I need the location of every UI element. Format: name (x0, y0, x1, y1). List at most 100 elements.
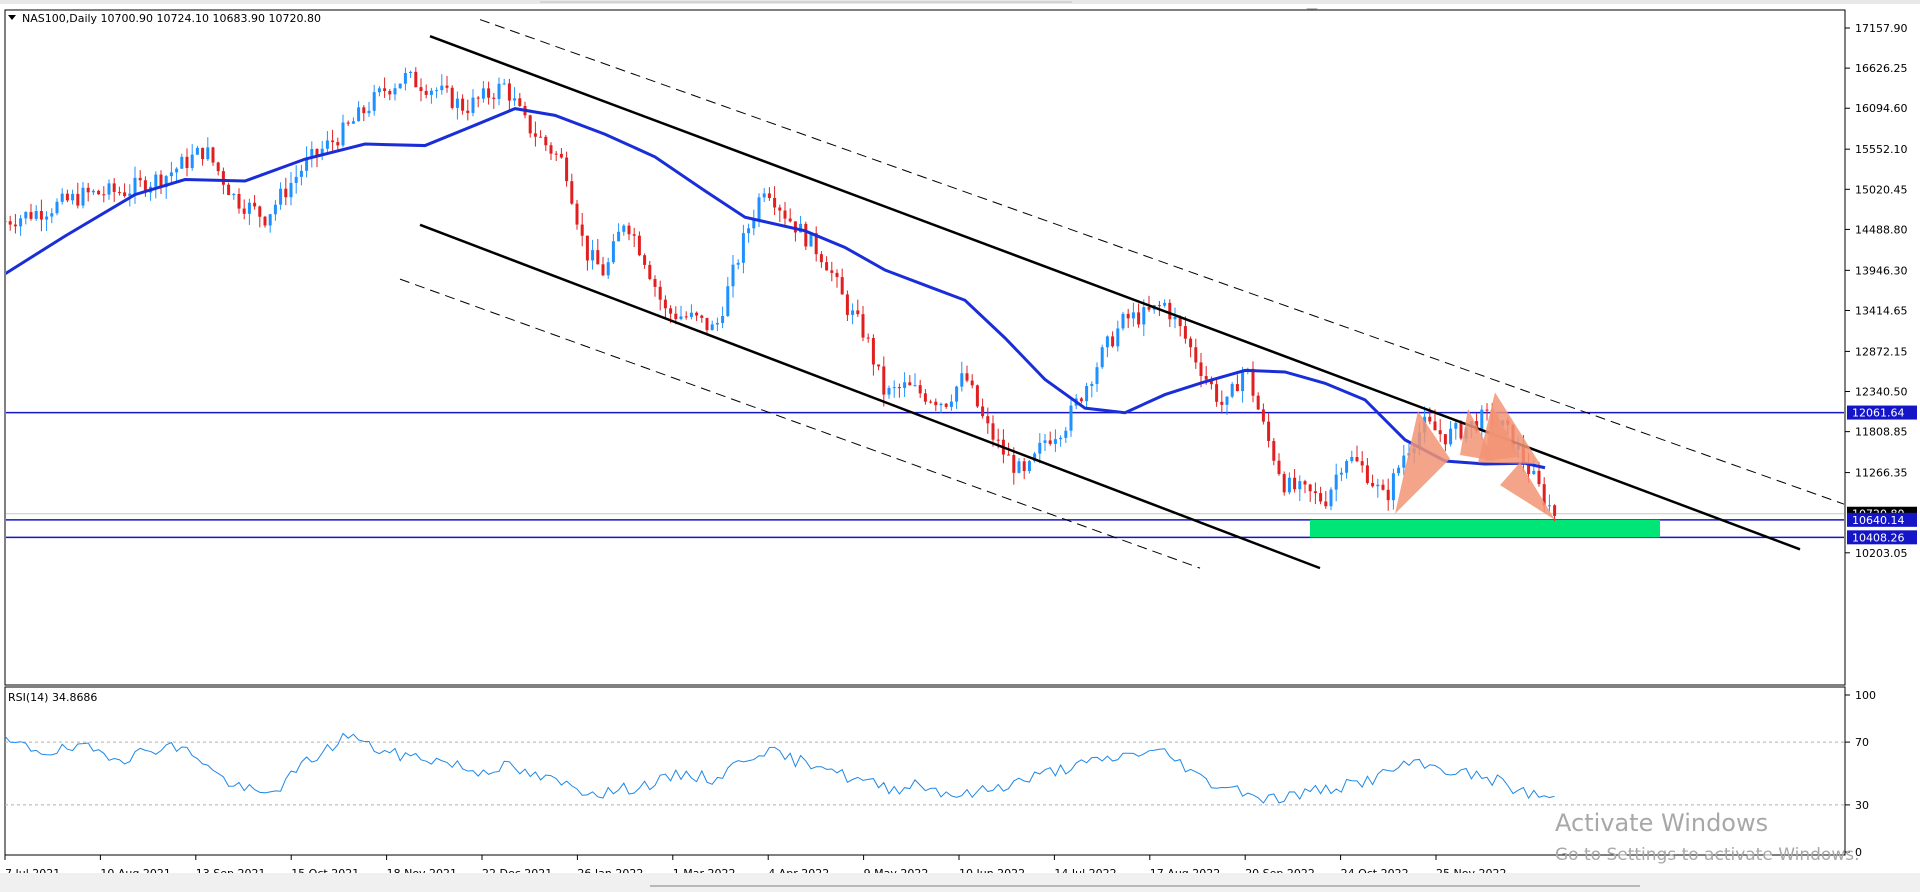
bottom-bar (0, 873, 1920, 892)
candle-bear (970, 380, 974, 386)
candle-bull (320, 148, 324, 156)
candle-bear (559, 153, 563, 158)
candle-bear (908, 382, 912, 386)
candle-bull (955, 386, 959, 402)
candle-bull (372, 92, 376, 111)
candle-bull (887, 387, 891, 395)
candle-bull (1397, 467, 1401, 474)
candle-bull (611, 241, 615, 263)
candle-bear (871, 338, 875, 365)
candle-bull (305, 157, 309, 171)
candle-bull (1547, 505, 1551, 507)
candle-bull (851, 310, 855, 315)
candle-bear (830, 270, 834, 273)
candle-bull (455, 98, 459, 108)
candle-bear (237, 193, 241, 209)
candle-bull (679, 316, 683, 320)
candle-bear (565, 157, 569, 182)
candle-bull (939, 403, 943, 406)
price-tick-label: 16626.25 (1855, 62, 1908, 75)
candle-bull (1480, 409, 1484, 431)
candle-bear (1137, 312, 1141, 325)
candle-bear (29, 212, 33, 219)
candle-bull (247, 202, 251, 214)
candle-bull (180, 156, 184, 169)
candle-bear (549, 145, 553, 154)
candle-bull (81, 187, 85, 206)
candle-bear (981, 406, 985, 417)
candle-bear (1111, 336, 1115, 347)
candle-bull (497, 83, 501, 99)
candle-bear (86, 187, 90, 193)
candle-bull (19, 218, 23, 227)
candle-bear (778, 207, 782, 211)
candle-bear (1371, 482, 1375, 487)
candle-bear (123, 192, 127, 197)
candle-bull (279, 188, 283, 205)
watermark-title: Activate Windows (1555, 809, 1769, 837)
candle-bear (1256, 395, 1260, 410)
price-tick-label: 10203.05 (1855, 547, 1908, 560)
candle-bull (1100, 347, 1104, 368)
candle-bear (1183, 326, 1187, 339)
candle-bull (154, 174, 158, 187)
candle-bull (762, 193, 766, 198)
candle-bear (8, 221, 12, 225)
candle-bear (783, 210, 787, 219)
candle-bear (570, 181, 574, 204)
candle-bear (877, 364, 881, 367)
candle-bear (211, 147, 215, 163)
candle-bull (393, 88, 397, 95)
candle-bull (206, 147, 210, 160)
candle-bull (273, 204, 277, 215)
candle-bear (835, 272, 839, 278)
candle-bear (669, 308, 673, 314)
candle-bull (1059, 437, 1063, 440)
candle-bear (424, 90, 428, 95)
candle-bear (1147, 307, 1151, 310)
candle-bull (1449, 428, 1453, 445)
candle-bull (1329, 489, 1333, 507)
candle-bear (819, 254, 823, 263)
candle-bear (663, 299, 667, 309)
candle-bear (1204, 376, 1208, 380)
candle-bull (903, 382, 907, 388)
candle-bear (991, 423, 995, 440)
candle-bull (429, 90, 433, 95)
candle-bear (507, 83, 511, 101)
candle-bear (658, 286, 662, 300)
candle-bear (705, 317, 709, 331)
candle-bull (1095, 367, 1099, 384)
candle-bear (944, 403, 948, 407)
candle-bear (102, 194, 106, 196)
candle-bear (216, 162, 220, 172)
candle-bull (799, 223, 803, 233)
candle-bear (554, 153, 558, 155)
collapse-arrow-icon[interactable] (8, 15, 16, 20)
channel-lines-layer (399, 19, 1844, 570)
price-tick-label: 11808.85 (1855, 426, 1908, 439)
candle-bull (481, 88, 485, 99)
candle-bear (1215, 384, 1219, 402)
candle-bear (1313, 491, 1317, 494)
candle-bull (299, 170, 303, 177)
level-2-label: 10640.14 (1852, 514, 1905, 527)
candle-bear (258, 206, 262, 217)
candle-bull (294, 176, 298, 183)
candle-bear (1199, 362, 1203, 377)
candle-bear (1267, 421, 1271, 441)
candle-bear (1381, 484, 1385, 490)
candle-bull (440, 85, 444, 91)
right-shoulder-triangle (1500, 462, 1555, 520)
candle-bull (398, 83, 402, 89)
candle-bear (533, 133, 537, 137)
price-tick-label: 12340.50 (1855, 386, 1908, 399)
candle-bull (617, 231, 621, 242)
rsi-pane[interactable] (4, 686, 1846, 856)
candle-bear (923, 393, 927, 402)
head-triangle (1478, 392, 1540, 465)
candle-bear (643, 255, 647, 265)
price-pane[interactable] (4, 9, 1846, 686)
